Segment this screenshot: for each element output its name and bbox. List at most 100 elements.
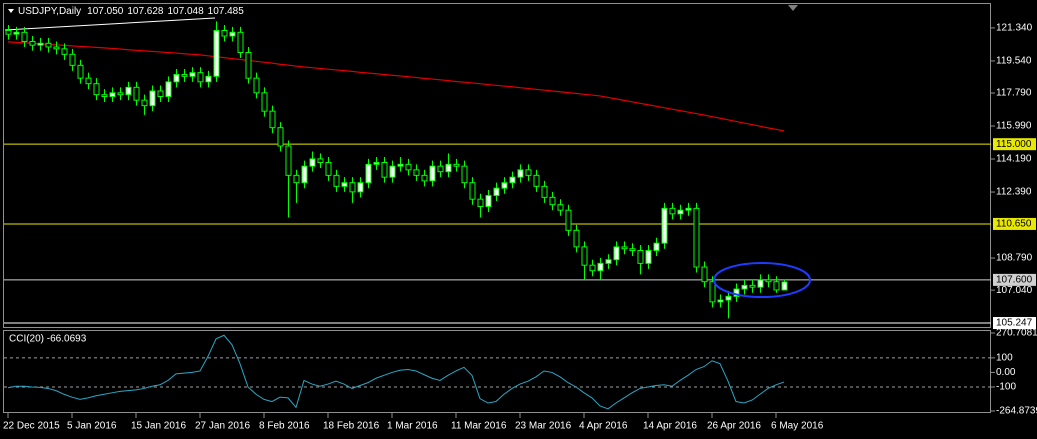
- header: USDJPY,Daily 107.050 107.628 107.048 107.485: [18, 6, 244, 17]
- candle-body: [509, 176, 516, 184]
- y-tick-label: 112.390: [996, 187, 1032, 198]
- main-panel: [3, 3, 991, 328]
- x-tick-label: 1 Mar 2016: [387, 421, 438, 432]
- level-label-bg: [993, 273, 1036, 286]
- candle-body: [397, 163, 404, 167]
- candle-body: [253, 77, 260, 94]
- indicator-title: CCI(20) -66.0693: [9, 334, 87, 345]
- y-tick-label: 117.790: [996, 88, 1032, 99]
- ohlc-open: 107.050: [87, 6, 124, 17]
- x-tick-label: 27 Jan 2016: [195, 421, 250, 432]
- y-tick-label: -100: [996, 382, 1016, 393]
- candle-body: [389, 165, 396, 178]
- candle-body: [597, 262, 604, 272]
- candle-body: [717, 299, 724, 303]
- y-tick-label: 114.190: [996, 154, 1032, 165]
- candle-body: [757, 279, 764, 288]
- candle-body: [69, 53, 76, 66]
- candle-body: [725, 295, 732, 301]
- candle-body: [613, 246, 620, 261]
- candle-body: [221, 29, 228, 37]
- y-tick-label: 0.00: [996, 367, 1016, 378]
- candle-body: [309, 158, 316, 167]
- candle-body: [149, 90, 156, 107]
- level-label: 115.000: [996, 139, 1032, 150]
- candle-body: [685, 207, 692, 211]
- candle-body: [165, 81, 172, 98]
- candle-body: [317, 158, 324, 164]
- candle-body: [453, 163, 460, 167]
- x-tick-label: 6 May 2016: [771, 421, 824, 432]
- candle-body: [21, 31, 28, 42]
- candle-body: [213, 29, 220, 77]
- candle-body: [381, 162, 388, 178]
- shift-marker: [788, 5, 798, 11]
- level-label-bg: [993, 138, 1036, 151]
- candle-body: [5, 29, 12, 35]
- candle-body: [581, 246, 588, 266]
- candle-body: [493, 187, 500, 197]
- y-tick-label: 119.540: [996, 56, 1032, 67]
- candle-body: [653, 242, 660, 252]
- candle-body: [517, 169, 524, 178]
- candle-body: [245, 51, 252, 79]
- candle-body: [53, 46, 60, 50]
- candle-body: [461, 165, 468, 184]
- candle-body: [133, 86, 140, 101]
- y-tick-label: 107.040: [996, 285, 1033, 296]
- candle-body: [781, 281, 788, 291]
- cci-line: [7, 334, 785, 410]
- symbol: USDJPY,Daily: [18, 6, 81, 17]
- candle-body: [469, 182, 476, 200]
- candle-body: [445, 163, 452, 173]
- candle-body: [573, 229, 580, 248]
- candle-body: [141, 99, 148, 107]
- candle-body: [61, 48, 68, 55]
- candle-body: [733, 288, 740, 297]
- candle-body: [557, 204, 564, 211]
- candle-body: [333, 174, 340, 187]
- candle-body: [661, 207, 668, 244]
- candle-body: [541, 185, 548, 198]
- candle-body: [45, 42, 52, 48]
- candle-body: [93, 83, 100, 96]
- x-tick-label: 22 Dec 2015: [3, 421, 60, 432]
- candle-body: [293, 174, 300, 184]
- candle-body: [237, 31, 244, 53]
- candle-body: [37, 42, 44, 46]
- highlight-ellipse: [713, 262, 811, 298]
- ohlc-high: 107.628: [127, 6, 164, 17]
- candle-body: [173, 73, 180, 83]
- level-label-bg: [993, 217, 1036, 230]
- level-label: 107.600: [996, 275, 1033, 286]
- candle-body: [325, 162, 332, 176]
- candle-body: [117, 92, 124, 96]
- candle-body: [629, 248, 636, 252]
- candle-body: [365, 163, 372, 184]
- candle-body: [229, 31, 236, 37]
- candle-body: [341, 182, 348, 187]
- candle-body: [589, 264, 596, 272]
- candle-body: [109, 92, 116, 98]
- y-tick-label: 121.340: [996, 23, 1033, 34]
- candle-body: [301, 165, 308, 184]
- candle-body: [413, 169, 420, 176]
- candle-body: [485, 195, 492, 208]
- candle-body: [565, 209, 572, 231]
- level-label-bg: [993, 317, 1036, 330]
- candle-body: [13, 31, 20, 35]
- candle-body: [709, 281, 716, 303]
- candle-body: [125, 86, 132, 96]
- level-label: 110.650: [996, 219, 1032, 230]
- candle-body: [277, 127, 284, 147]
- candle-body: [29, 40, 36, 46]
- y-tick-label: 108.790: [996, 253, 1033, 264]
- candle-body: [501, 182, 508, 189]
- candle-body: [741, 284, 748, 290]
- x-tick-label: 14 Apr 2016: [643, 421, 697, 432]
- candle-body: [157, 90, 164, 98]
- candle-body: [693, 207, 700, 268]
- menu-arrow[interactable]: [8, 9, 14, 13]
- candle-body: [533, 174, 540, 187]
